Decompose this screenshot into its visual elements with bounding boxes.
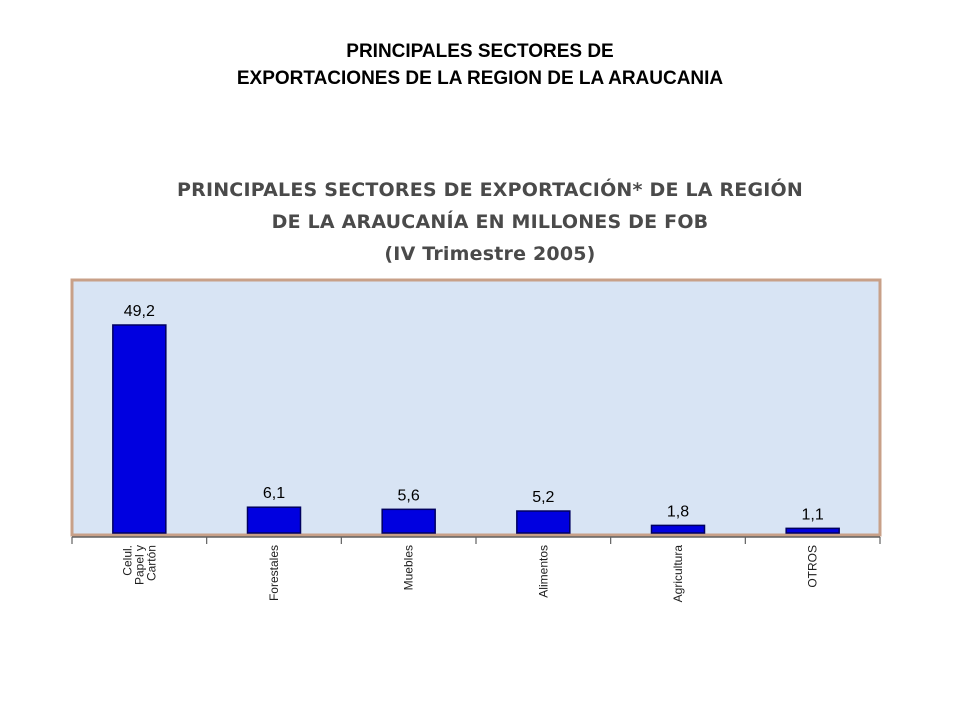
x-tick-label: Papel y <box>132 545 146 585</box>
x-tick-label: Cartón <box>144 545 158 581</box>
data-label: 5,2 <box>532 489 554 506</box>
x-tick-label: Forestales <box>267 545 281 601</box>
slide-title-line-2: EXPORTACIONES DE LA REGION DE LA ARAUCAN… <box>236 68 724 89</box>
chart-title-line-3: (IV Trimestre 2005) <box>384 243 596 265</box>
data-label: 1,8 <box>667 503 689 520</box>
bar <box>516 510 571 534</box>
bar <box>112 324 167 534</box>
data-label: 5,6 <box>398 487 420 504</box>
chart-title-line-2: DE LA ARAUCANÍA EN MILLONES DE FOB <box>271 211 709 233</box>
data-label: 49,2 <box>124 303 155 320</box>
x-tick-label: Agricultura <box>671 545 685 603</box>
x-tick-label: Muebles <box>402 545 416 590</box>
slide-title-line-1: PRINCIPALES SECTORES DE <box>346 41 614 62</box>
slide-title: PRINCIPALES SECTORES DE EXPORTACIONES DE… <box>0 38 960 92</box>
bar <box>246 506 302 534</box>
data-label: 1,1 <box>802 506 824 523</box>
chart-title-line-1: PRINCIPALES SECTORES DE EXPORTACIÓN* DE … <box>176 179 803 201</box>
chart-title: PRINCIPALES SECTORES DE EXPORTACIÓN* DE … <box>130 174 850 270</box>
x-axis <box>71 536 881 544</box>
data-label: 6,1 <box>263 485 285 502</box>
x-tick-label: OTROS <box>806 545 820 588</box>
bars-layer <box>112 324 840 534</box>
x-tick-label: Alimentos <box>536 545 550 598</box>
bar <box>650 524 706 534</box>
bar <box>785 527 840 534</box>
plot-area <box>70 278 882 537</box>
bar <box>381 508 436 534</box>
x-tick-label: Celul. <box>120 545 134 576</box>
